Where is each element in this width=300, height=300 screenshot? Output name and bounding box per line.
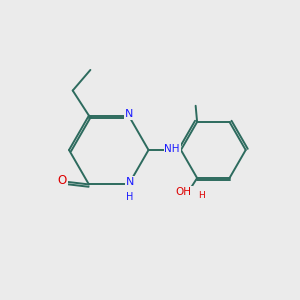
Text: H: H bbox=[126, 192, 134, 202]
Text: H: H bbox=[198, 191, 205, 200]
Text: O: O bbox=[58, 173, 67, 187]
Text: N: N bbox=[126, 177, 134, 187]
Text: N: N bbox=[125, 109, 134, 119]
Text: NH: NH bbox=[164, 143, 180, 154]
Text: OH: OH bbox=[176, 187, 192, 197]
